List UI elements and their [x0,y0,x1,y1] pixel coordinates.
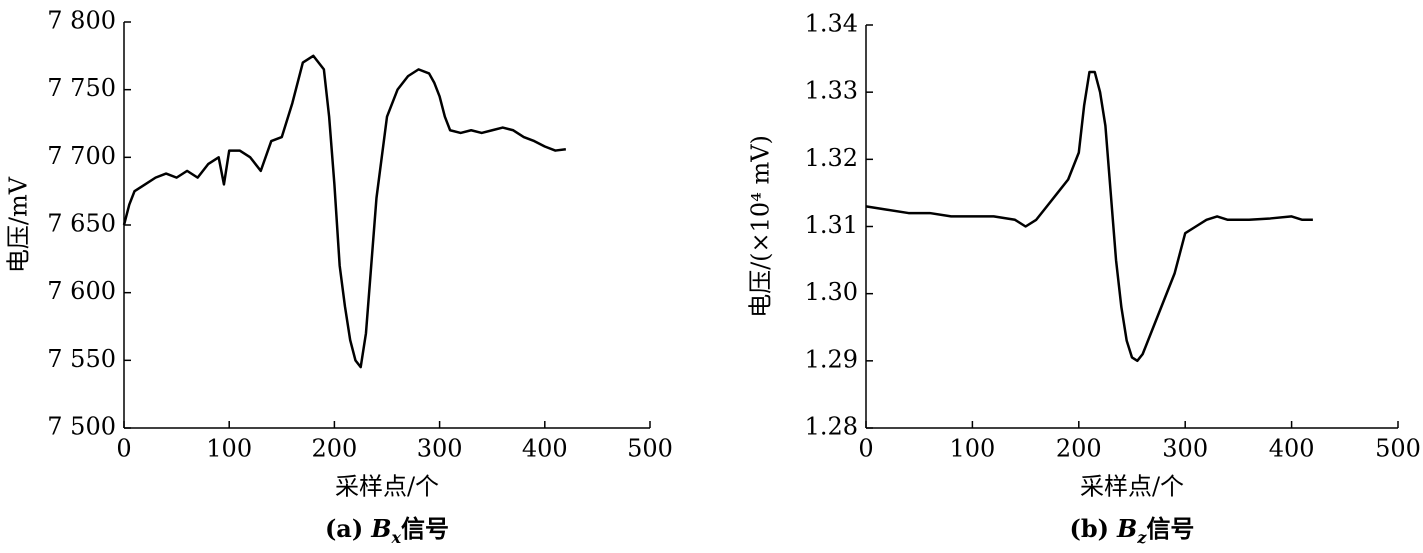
x-tick-label: 100 [949,435,995,463]
x-tick-label: 100 [206,435,252,463]
caption-part: 信号 [401,514,449,543]
y-tick-label: 1.29 [805,345,858,373]
y-tick-label: 1.28 [805,413,858,441]
y-tick-label: 7 550 [47,345,116,373]
caption-part: z [1136,528,1147,547]
x-tick-label: 400 [1269,435,1315,463]
x-tick-label: 200 [1056,435,1102,463]
x-tick-label: 200 [311,435,357,463]
x-axis-label: 采样点/个 [335,473,439,501]
caption-part: B [370,514,391,543]
y-tick-label: 7 600 [47,277,116,305]
caption: (b) Bz信号 [1070,514,1195,547]
y-tick-label: 7 750 [47,74,116,102]
y-tick-label: 1.34 [805,10,858,38]
y-tick-label: 1.32 [805,144,858,172]
x-tick-label: 300 [417,435,463,463]
x-tick-label: 400 [522,435,568,463]
y-tick-label: 1.30 [805,278,858,306]
data-line [122,54,567,369]
y-tick-label: 1.33 [805,77,858,105]
caption-part: x [391,528,402,547]
caption: (a) Bx信号 [325,514,449,547]
caption-part: B [1116,514,1137,543]
x-tick-label: 0 [116,435,131,463]
x-tick-label: 500 [1375,435,1421,463]
y-tick-label: 7 700 [47,142,116,170]
caption-part: (b) [1070,514,1110,543]
y-axis-label: 电压/(×10⁴ mV) [747,135,775,318]
caption-part: 信号 [1146,514,1194,543]
x-tick-label: 500 [627,435,673,463]
x-tick-label: 300 [1162,435,1208,463]
data-line [865,70,1313,363]
y-tick-label: 1.31 [805,211,858,239]
caption-part: (a) [325,514,363,543]
y-tick-label: 7 500 [47,413,116,441]
x-tick-label: 0 [858,435,873,463]
y-tick-label: 7 800 [47,7,116,35]
x-axis-label: 采样点/个 [1080,473,1184,501]
y-axis-label: 电压/mV [5,176,33,273]
y-tick-label: 7 650 [47,210,116,238]
